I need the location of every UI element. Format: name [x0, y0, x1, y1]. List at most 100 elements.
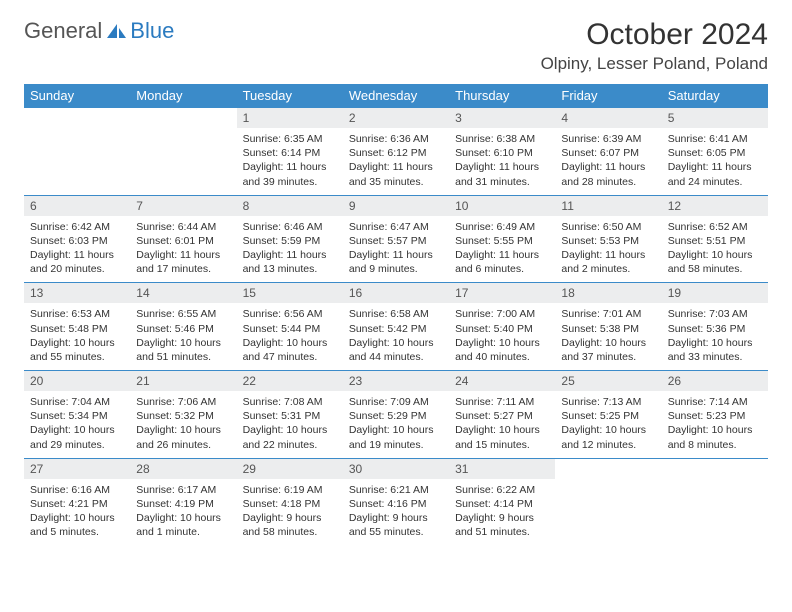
brand-part1: General — [24, 18, 102, 44]
day-number: 26 — [662, 371, 768, 391]
day-cell: 16Sunrise: 6:58 AMSunset: 5:42 PMDayligh… — [343, 283, 449, 371]
empty-cell — [662, 458, 768, 545]
day-details: Sunrise: 6:58 AMSunset: 5:42 PMDaylight:… — [343, 303, 449, 370]
day-number: 17 — [449, 283, 555, 303]
day-details: Sunrise: 6:38 AMSunset: 6:10 PMDaylight:… — [449, 128, 555, 195]
day-cell: 24Sunrise: 7:11 AMSunset: 5:27 PMDayligh… — [449, 371, 555, 459]
day-details: Sunrise: 7:11 AMSunset: 5:27 PMDaylight:… — [449, 391, 555, 458]
day-cell: 23Sunrise: 7:09 AMSunset: 5:29 PMDayligh… — [343, 371, 449, 459]
day-number: 11 — [555, 196, 661, 216]
brand-logo: General Blue — [24, 18, 174, 44]
day-number: 25 — [555, 371, 661, 391]
day-number: 3 — [449, 108, 555, 128]
day-number: 8 — [237, 196, 343, 216]
day-cell: 4Sunrise: 6:39 AMSunset: 6:07 PMDaylight… — [555, 108, 661, 196]
weekday-header: Thursday — [449, 84, 555, 108]
day-cell: 12Sunrise: 6:52 AMSunset: 5:51 PMDayligh… — [662, 195, 768, 283]
day-cell: 15Sunrise: 6:56 AMSunset: 5:44 PMDayligh… — [237, 283, 343, 371]
empty-cell — [130, 108, 236, 196]
day-number: 20 — [24, 371, 130, 391]
calendar-row: 1Sunrise: 6:35 AMSunset: 6:14 PMDaylight… — [24, 108, 768, 196]
day-number: 6 — [24, 196, 130, 216]
day-details: Sunrise: 7:08 AMSunset: 5:31 PMDaylight:… — [237, 391, 343, 458]
day-cell: 9Sunrise: 6:47 AMSunset: 5:57 PMDaylight… — [343, 195, 449, 283]
day-details: Sunrise: 6:47 AMSunset: 5:57 PMDaylight:… — [343, 216, 449, 283]
day-number: 5 — [662, 108, 768, 128]
day-details: Sunrise: 6:19 AMSunset: 4:18 PMDaylight:… — [237, 479, 343, 546]
empty-cell — [555, 458, 661, 545]
day-cell: 27Sunrise: 6:16 AMSunset: 4:21 PMDayligh… — [24, 458, 130, 545]
day-cell: 19Sunrise: 7:03 AMSunset: 5:36 PMDayligh… — [662, 283, 768, 371]
day-cell: 10Sunrise: 6:49 AMSunset: 5:55 PMDayligh… — [449, 195, 555, 283]
day-cell: 11Sunrise: 6:50 AMSunset: 5:53 PMDayligh… — [555, 195, 661, 283]
day-number: 16 — [343, 283, 449, 303]
day-number: 10 — [449, 196, 555, 216]
day-details: Sunrise: 7:04 AMSunset: 5:34 PMDaylight:… — [24, 391, 130, 458]
weekday-header: Friday — [555, 84, 661, 108]
calendar-row: 13Sunrise: 6:53 AMSunset: 5:48 PMDayligh… — [24, 283, 768, 371]
day-cell: 29Sunrise: 6:19 AMSunset: 4:18 PMDayligh… — [237, 458, 343, 545]
day-details: Sunrise: 6:49 AMSunset: 5:55 PMDaylight:… — [449, 216, 555, 283]
day-number: 1 — [237, 108, 343, 128]
day-cell: 7Sunrise: 6:44 AMSunset: 6:01 PMDaylight… — [130, 195, 236, 283]
day-number: 14 — [130, 283, 236, 303]
weekday-header-row: SundayMondayTuesdayWednesdayThursdayFrid… — [24, 84, 768, 108]
day-details: Sunrise: 7:06 AMSunset: 5:32 PMDaylight:… — [130, 391, 236, 458]
day-details: Sunrise: 6:53 AMSunset: 5:48 PMDaylight:… — [24, 303, 130, 370]
day-details: Sunrise: 6:16 AMSunset: 4:21 PMDaylight:… — [24, 479, 130, 546]
weekday-header: Tuesday — [237, 84, 343, 108]
day-number: 7 — [130, 196, 236, 216]
day-details: Sunrise: 6:36 AMSunset: 6:12 PMDaylight:… — [343, 128, 449, 195]
day-number: 19 — [662, 283, 768, 303]
day-number: 15 — [237, 283, 343, 303]
day-details: Sunrise: 7:01 AMSunset: 5:38 PMDaylight:… — [555, 303, 661, 370]
day-details: Sunrise: 7:00 AMSunset: 5:40 PMDaylight:… — [449, 303, 555, 370]
day-number: 28 — [130, 459, 236, 479]
day-number: 18 — [555, 283, 661, 303]
day-details: Sunrise: 6:22 AMSunset: 4:14 PMDaylight:… — [449, 479, 555, 546]
weekday-header: Sunday — [24, 84, 130, 108]
day-details: Sunrise: 6:42 AMSunset: 6:03 PMDaylight:… — [24, 216, 130, 283]
day-cell: 1Sunrise: 6:35 AMSunset: 6:14 PMDaylight… — [237, 108, 343, 196]
day-cell: 28Sunrise: 6:17 AMSunset: 4:19 PMDayligh… — [130, 458, 236, 545]
day-details: Sunrise: 6:44 AMSunset: 6:01 PMDaylight:… — [130, 216, 236, 283]
day-details: Sunrise: 6:35 AMSunset: 6:14 PMDaylight:… — [237, 128, 343, 195]
day-details: Sunrise: 7:13 AMSunset: 5:25 PMDaylight:… — [555, 391, 661, 458]
day-number: 27 — [24, 459, 130, 479]
day-number: 24 — [449, 371, 555, 391]
day-details: Sunrise: 7:14 AMSunset: 5:23 PMDaylight:… — [662, 391, 768, 458]
day-cell: 17Sunrise: 7:00 AMSunset: 5:40 PMDayligh… — [449, 283, 555, 371]
day-details: Sunrise: 7:03 AMSunset: 5:36 PMDaylight:… — [662, 303, 768, 370]
day-cell: 26Sunrise: 7:14 AMSunset: 5:23 PMDayligh… — [662, 371, 768, 459]
day-number: 13 — [24, 283, 130, 303]
brand-part2: Blue — [130, 18, 174, 44]
day-cell: 3Sunrise: 6:38 AMSunset: 6:10 PMDaylight… — [449, 108, 555, 196]
day-cell: 31Sunrise: 6:22 AMSunset: 4:14 PMDayligh… — [449, 458, 555, 545]
day-cell: 2Sunrise: 6:36 AMSunset: 6:12 PMDaylight… — [343, 108, 449, 196]
day-number: 4 — [555, 108, 661, 128]
day-details: Sunrise: 6:50 AMSunset: 5:53 PMDaylight:… — [555, 216, 661, 283]
header: General Blue October 2024 Olpiny, Lesser… — [24, 18, 768, 74]
day-number: 30 — [343, 459, 449, 479]
day-details: Sunrise: 6:41 AMSunset: 6:05 PMDaylight:… — [662, 128, 768, 195]
day-number: 23 — [343, 371, 449, 391]
day-number: 9 — [343, 196, 449, 216]
day-number: 29 — [237, 459, 343, 479]
day-number: 31 — [449, 459, 555, 479]
day-cell: 6Sunrise: 6:42 AMSunset: 6:03 PMDaylight… — [24, 195, 130, 283]
month-title: October 2024 — [541, 18, 768, 52]
location-text: Olpiny, Lesser Poland, Poland — [541, 54, 768, 74]
day-cell: 25Sunrise: 7:13 AMSunset: 5:25 PMDayligh… — [555, 371, 661, 459]
calendar-row: 20Sunrise: 7:04 AMSunset: 5:34 PMDayligh… — [24, 371, 768, 459]
day-details: Sunrise: 6:39 AMSunset: 6:07 PMDaylight:… — [555, 128, 661, 195]
day-details: Sunrise: 6:52 AMSunset: 5:51 PMDaylight:… — [662, 216, 768, 283]
day-details: Sunrise: 7:09 AMSunset: 5:29 PMDaylight:… — [343, 391, 449, 458]
day-number: 21 — [130, 371, 236, 391]
title-block: October 2024 Olpiny, Lesser Poland, Pola… — [541, 18, 768, 74]
day-cell: 5Sunrise: 6:41 AMSunset: 6:05 PMDaylight… — [662, 108, 768, 196]
day-details: Sunrise: 6:56 AMSunset: 5:44 PMDaylight:… — [237, 303, 343, 370]
empty-cell — [24, 108, 130, 196]
day-cell: 8Sunrise: 6:46 AMSunset: 5:59 PMDaylight… — [237, 195, 343, 283]
day-number: 22 — [237, 371, 343, 391]
calendar-body: 1Sunrise: 6:35 AMSunset: 6:14 PMDaylight… — [24, 108, 768, 546]
